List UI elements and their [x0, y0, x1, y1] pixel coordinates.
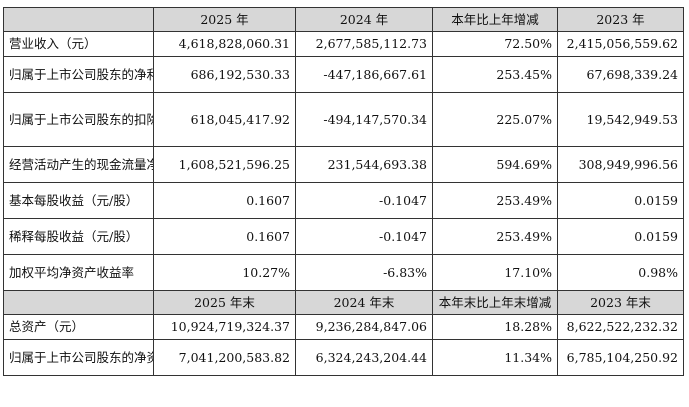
value-cell: 4,618,828,060.31 — [153, 31, 296, 57]
value-cell: 2,415,056,559.62 — [557, 31, 684, 57]
header-2023: 2023 年 — [557, 7, 684, 32]
header-2025: 2025 年 — [153, 7, 296, 32]
header-2024-end: 2024 年末 — [295, 290, 433, 315]
value-cell: 225.07% — [432, 92, 558, 147]
value-cell: -0.1047 — [295, 182, 433, 219]
table-row: 总资产（元） 10,924,719,324.37 9,236,284,847.0… — [3, 314, 684, 340]
value-cell: 17.10% — [432, 254, 558, 291]
value-cell: 253.45% — [432, 56, 558, 93]
value-cell: 6,785,104,250.92 — [557, 339, 684, 376]
table-row: 营业收入（元） 4,618,828,060.31 2,677,585,112.7… — [3, 31, 684, 57]
value-cell: 19,542,949.53 — [557, 92, 684, 147]
value-cell: 11.34% — [432, 339, 558, 376]
header-row-yearend: 2025 年末 2024 年末 本年末比上年末增减 2023 年末 — [3, 290, 684, 315]
value-cell: 253.49% — [432, 182, 558, 219]
value-cell: 0.0159 — [557, 182, 684, 219]
table-row: 基本每股收益（元/股） 0.1607 -0.1047 253.49% 0.015… — [3, 182, 684, 219]
table-row: 加权平均净资产收益率 10.27% -6.83% 17.10% 0.98% — [3, 254, 684, 291]
value-cell: 7,041,200,583.82 — [153, 339, 296, 376]
value-cell: 618,045,417.92 — [153, 92, 296, 147]
value-cell: -494,147,570.34 — [295, 92, 433, 147]
value-cell: 9,236,284,847.06 — [295, 314, 433, 340]
value-cell: 1,608,521,596.25 — [153, 146, 296, 183]
value-cell: 686,192,530.33 — [153, 56, 296, 93]
header-change: 本年比上年增减 — [432, 7, 558, 32]
value-cell: 0.98% — [557, 254, 684, 291]
header-change-end: 本年末比上年末增减 — [432, 290, 558, 315]
table-row: 归属于上市公司股东的净资产（元） 7,041,200,583.82 6,324,… — [3, 339, 684, 376]
value-cell: 72.50% — [432, 31, 558, 57]
value-cell: 67,698,339.24 — [557, 56, 684, 93]
row-label: 总资产（元） — [3, 314, 154, 340]
value-cell: 253.49% — [432, 218, 558, 255]
row-label: 经营活动产生的现金流量净额（元） — [3, 146, 154, 183]
value-cell: 10.27% — [153, 254, 296, 291]
value-cell: 2,677,585,112.73 — [295, 31, 433, 57]
value-cell: 594.69% — [432, 146, 558, 183]
row-label: 归属于上市公司股东的净资产（元） — [3, 339, 154, 376]
row-label: 归属于上市公司股东的扣除非经常性损益的净利润（元） — [3, 92, 154, 147]
table-row: 经营活动产生的现金流量净额（元） 1,608,521,596.25 231,54… — [3, 146, 684, 183]
value-cell: 8,622,522,232.32 — [557, 314, 684, 340]
value-cell: -0.1047 — [295, 218, 433, 255]
table-row: 归属于上市公司股东的扣除非经常性损益的净利润（元） 618,045,417.92… — [3, 92, 684, 147]
financial-indicators-table: 2025 年 2024 年 本年比上年增减 2023 年 营业收入（元） 4,6… — [3, 7, 684, 376]
value-cell: 10,924,719,324.37 — [153, 314, 296, 340]
header-blank-cell — [3, 7, 154, 32]
row-label: 归属于上市公司股东的净利润（元） — [3, 56, 154, 93]
table-row: 稀释每股收益（元/股） 0.1607 -0.1047 253.49% 0.015… — [3, 218, 684, 255]
value-cell: 308,949,996.56 — [557, 146, 684, 183]
row-label: 基本每股收益（元/股） — [3, 182, 154, 219]
header-2024: 2024 年 — [295, 7, 433, 32]
value-cell: 0.1607 — [153, 218, 296, 255]
value-cell: 18.28% — [432, 314, 558, 340]
header-row-year: 2025 年 2024 年 本年比上年增减 2023 年 — [3, 7, 684, 32]
header-2023-end: 2023 年末 — [557, 290, 684, 315]
value-cell: 6,324,243,204.44 — [295, 339, 433, 376]
row-label: 营业收入（元） — [3, 31, 154, 57]
row-label: 稀释每股收益（元/股） — [3, 218, 154, 255]
value-cell: -6.83% — [295, 254, 433, 291]
row-label: 加权平均净资产收益率 — [3, 254, 154, 291]
value-cell: 0.1607 — [153, 182, 296, 219]
header-blank-cell — [3, 290, 154, 315]
table-row: 归属于上市公司股东的净利润（元） 686,192,530.33 -447,186… — [3, 56, 684, 93]
header-2025-end: 2025 年末 — [153, 290, 296, 315]
value-cell: 231,544,693.38 — [295, 146, 433, 183]
value-cell: -447,186,667.61 — [295, 56, 433, 93]
value-cell: 0.0159 — [557, 218, 684, 255]
